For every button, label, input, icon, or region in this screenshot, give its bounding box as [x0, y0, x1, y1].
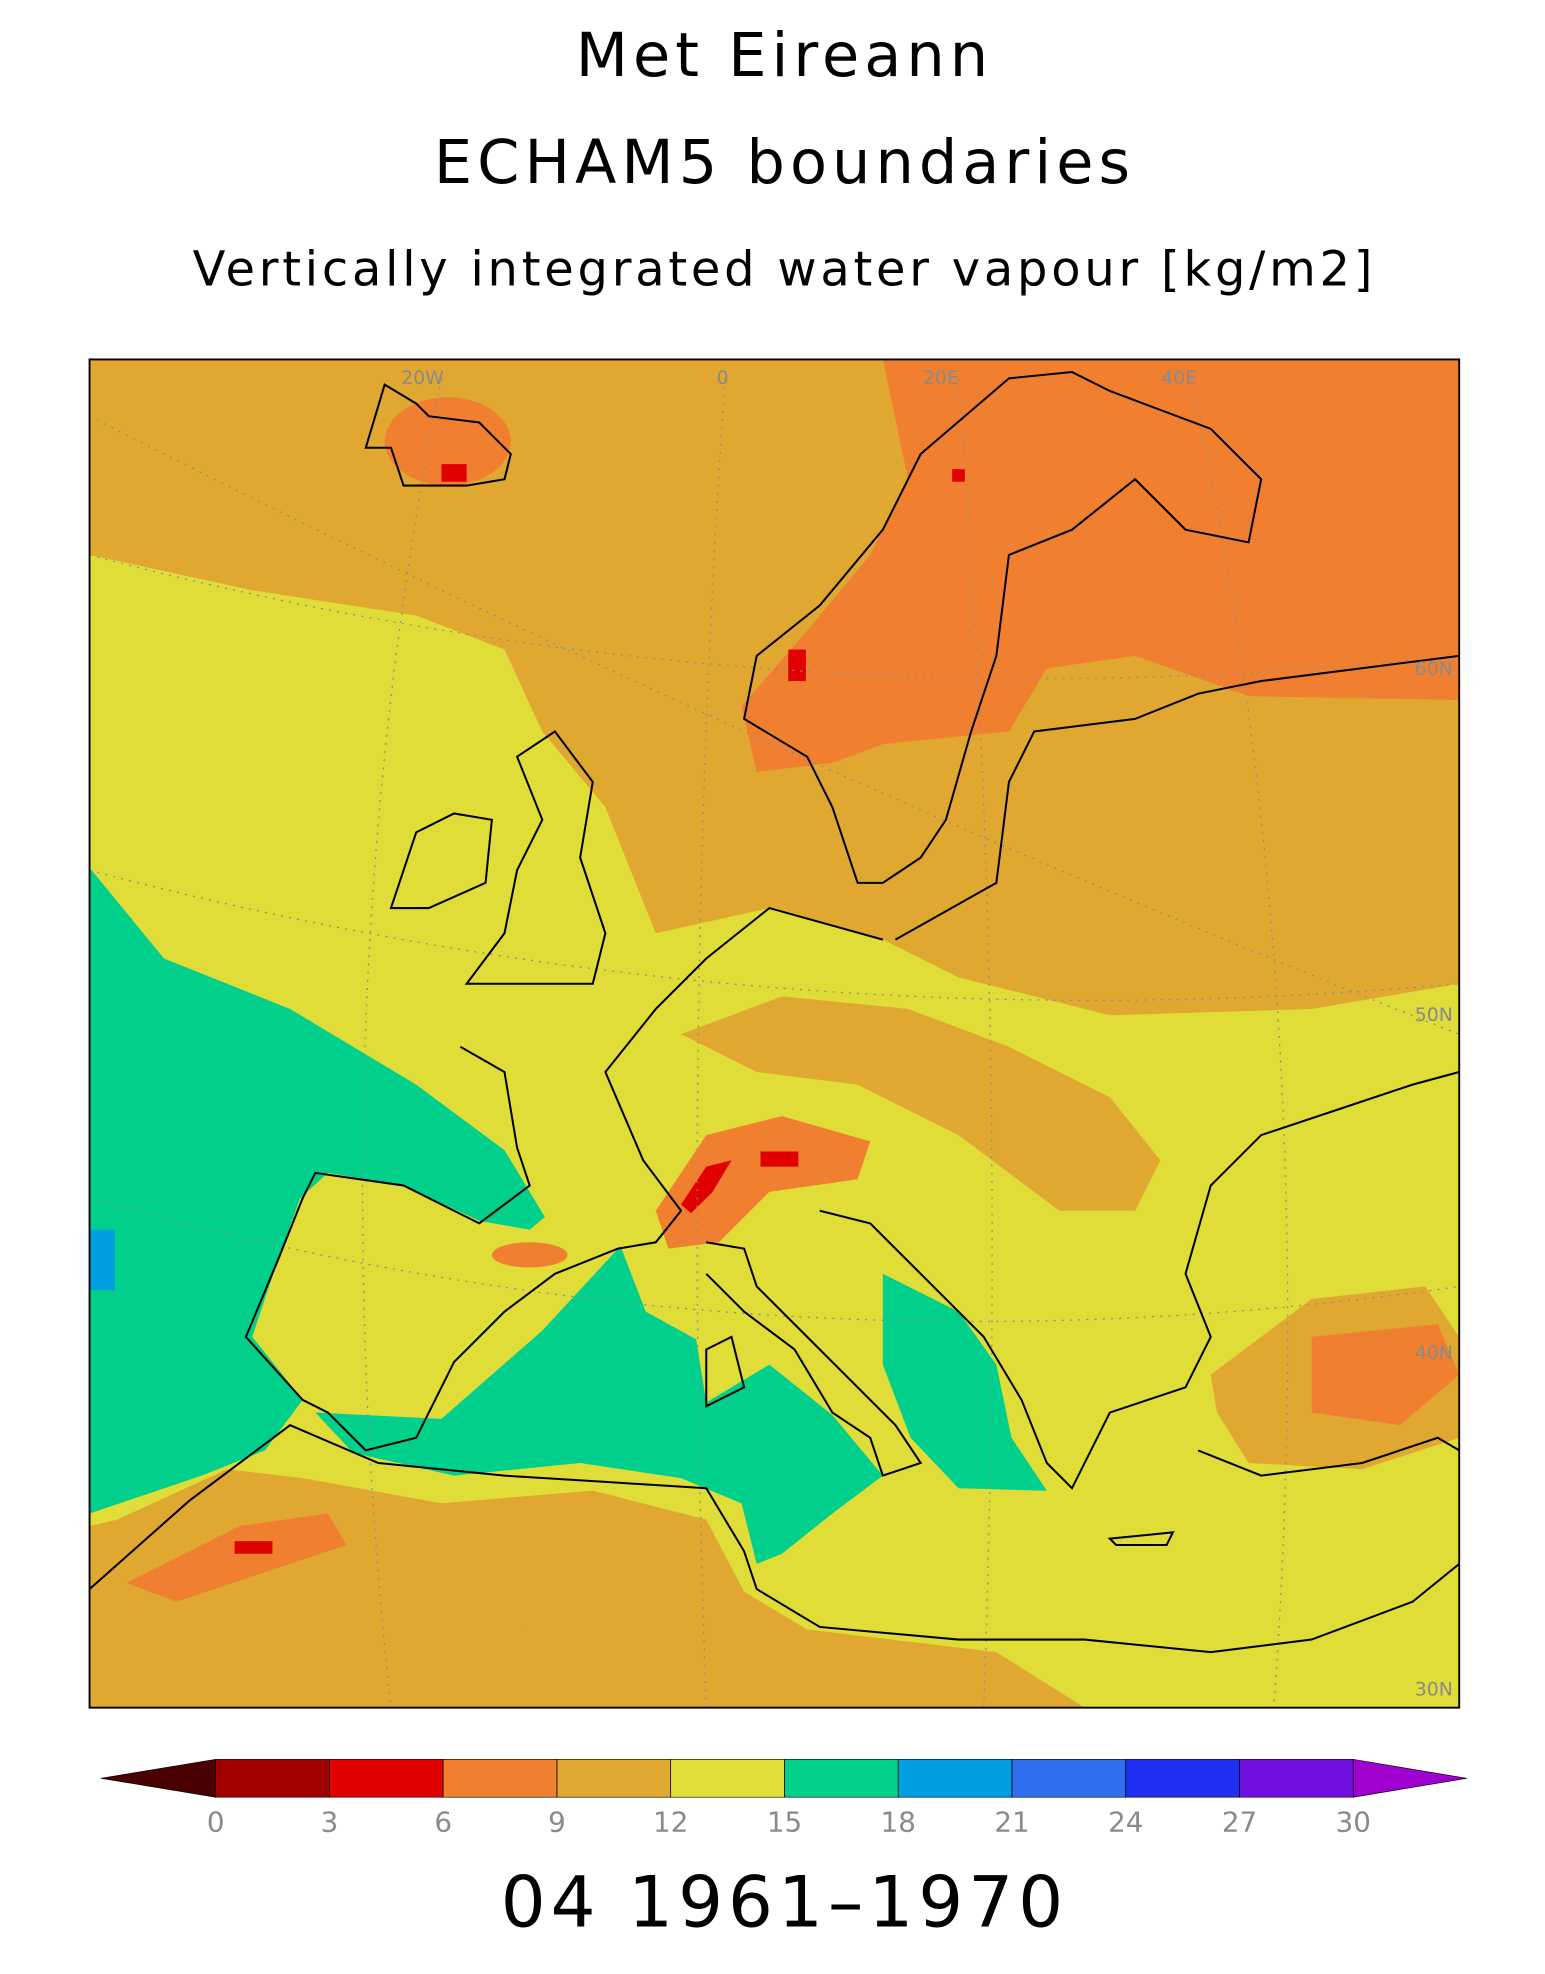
graticule-line [89, 554, 1460, 680]
field-3-6 [234, 464, 965, 1554]
graticule-line [89, 1197, 1460, 1323]
field-9-12 [681, 996, 1161, 1211]
coastline [464, 730, 607, 985]
field-6-9 [655, 1116, 871, 1249]
subtitle: ECHAM5 boundaries [434, 128, 1135, 198]
coastline [1197, 1436, 1460, 1477]
field-3-6-cell [952, 469, 965, 482]
field-3-6-cell [760, 1151, 799, 1167]
longitude-label: 20E [923, 367, 959, 389]
map: 20W 0 20E 40E 60N 50N 40N 30N [89, 359, 1460, 1708]
colorbar-tick-label: 21 [994, 1806, 1029, 1839]
colorbar-segment [670, 1759, 785, 1798]
colorbar-tick-label: 9 [548, 1806, 566, 1839]
colorbar-tick-label: 3 [321, 1806, 339, 1839]
colorbar-segment [442, 1759, 558, 1798]
field-3-6-cell [234, 1541, 273, 1554]
colorbar-segment [329, 1759, 444, 1798]
coastlines [89, 371, 1460, 1654]
colorbar-tick-label: 6 [434, 1806, 452, 1839]
colorbar-tick-label: 30 [1336, 1806, 1371, 1839]
field-6-9 [491, 1242, 568, 1268]
variable-label: Vertically integrated water vapour [kg/m… [193, 242, 1377, 297]
latitude-labels: 60N 50N 40N 30N [1415, 658, 1453, 1700]
graticule-line [696, 378, 726, 1708]
graticule-line [957, 378, 993, 1708]
colorbar-tick-label: 15 [767, 1806, 802, 1839]
field-3-6-cell [681, 1160, 732, 1214]
colorbar-tick-label: 0 [207, 1806, 225, 1839]
latitude-label: 50N [1415, 1004, 1453, 1026]
field-6-9 [384, 397, 511, 486]
colorbar-tick-label: 27 [1222, 1806, 1257, 1839]
field-3-6-cell [788, 649, 806, 682]
field-15-18 [89, 867, 545, 1514]
colorbar-under-arrow [100, 1759, 216, 1798]
longitude-labels: 20W 0 20E 40E [401, 367, 1197, 389]
coastline [364, 383, 512, 487]
coastline [819, 1071, 1460, 1490]
field-6-9 [1311, 1324, 1460, 1426]
graticule-line [89, 869, 1460, 1001]
map-frame [88, 358, 1461, 1709]
colorbar-segment [215, 1759, 330, 1798]
colorbar-over-arrow [1352, 1759, 1467, 1798]
coastline [389, 812, 493, 910]
latitude-label: 40N [1415, 1342, 1453, 1364]
colorbar: 0 3 6 9 12 15 18 21 24 27 30 [100, 1759, 1467, 1839]
colorbar-segment [556, 1759, 672, 1798]
latitude-label: 30N [1415, 1679, 1453, 1701]
field-3-6-cell [441, 464, 467, 482]
colorbar-segment [1011, 1759, 1127, 1798]
coastline [742, 371, 1263, 884]
field-6-9 [126, 1513, 347, 1602]
figure-content: Met Eireann ECHAM5 boundaries Vertically… [88, 21, 1467, 1943]
field-6-9 [741, 359, 1460, 772]
colorbar-tick-label: 24 [1108, 1806, 1143, 1839]
coastline [705, 1241, 923, 1477]
colorbar-segment [1239, 1759, 1354, 1798]
longitude-label: 20W [401, 367, 444, 389]
graticule [89, 378, 1460, 1708]
period-label: 04 1961–1970 [501, 1860, 1069, 1943]
longitude-label: 0 [717, 367, 729, 389]
colorbar-tick-label: 18 [881, 1806, 916, 1839]
coastline [244, 906, 884, 1452]
coastline [894, 654, 1460, 941]
colorbar-segment [897, 1759, 1013, 1798]
longitude-label: 40E [1161, 367, 1197, 389]
field-18-21 [89, 1229, 115, 1291]
latitude-label: 60N [1415, 658, 1453, 680]
colorbar-segment [784, 1759, 899, 1798]
title: Met Eireann [576, 21, 994, 91]
field-15-18 [882, 1273, 1047, 1491]
field-15-18 [315, 1246, 883, 1564]
colorbar-segment [1125, 1759, 1240, 1798]
colorbar-tick-label: 12 [653, 1806, 688, 1839]
coastline [89, 1423, 1460, 1654]
coastline [1107, 1531, 1175, 1546]
coastline [705, 1335, 746, 1408]
